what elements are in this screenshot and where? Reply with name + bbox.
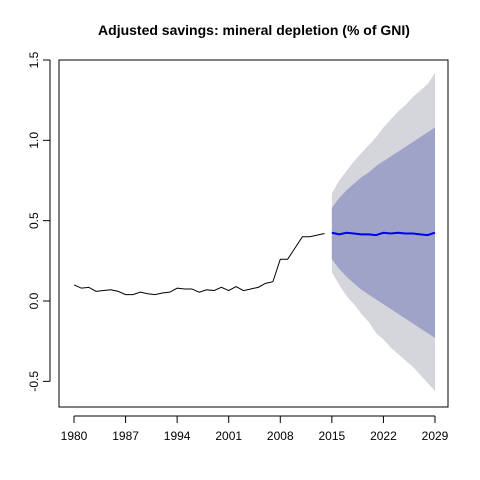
x-tick-label: 2015: [319, 429, 346, 443]
x-tick-label: 2029: [422, 429, 449, 443]
y-tick-label: 1.0: [27, 132, 41, 149]
y-axis: -0.5 0.0 0.5 1.0 1.5: [27, 51, 51, 392]
series-lines: [73, 231, 436, 296]
x-axis: 1980 1987 1994 2001 2008 2015 2022 2029: [61, 415, 449, 443]
history-line: [73, 233, 325, 296]
y-tick-label: 0.5: [27, 212, 41, 229]
x-tick-label: 2008: [267, 429, 294, 443]
y-tick-label: -0.5: [27, 371, 41, 392]
forecast-mean-line: [331, 231, 436, 237]
x-tick-label: 1980: [61, 429, 88, 443]
x-tick-label: 2022: [370, 429, 397, 443]
plot-frame: [58, 59, 449, 408]
y-tick-label: 1.5: [27, 51, 41, 68]
x-tick-label: 1987: [112, 429, 139, 443]
y-tick-label: 0.0: [27, 292, 41, 309]
x-tick-label: 1994: [164, 429, 191, 443]
x-tick-label: 2001: [215, 429, 242, 443]
chart-title: Adjusted savings: mineral depletion (% o…: [98, 22, 410, 38]
